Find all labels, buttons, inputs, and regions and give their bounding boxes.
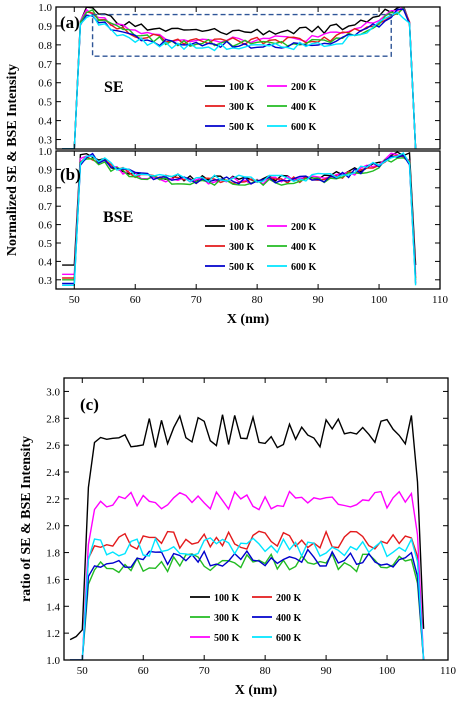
y-tick-label: 0.3 [38, 275, 52, 287]
series-line-100-k [69, 414, 425, 641]
y-tick-label: 0.8 [38, 40, 52, 52]
legend-entry: 500 K [214, 633, 240, 644]
legend-entry: 600 K [291, 122, 317, 133]
legend-entry: 400 K [276, 613, 302, 624]
y-tick-label: 2.2 [46, 494, 60, 506]
x-tick-label: 50 [77, 665, 89, 677]
legend-entry: 600 K [276, 633, 302, 644]
x-tick-label: 100 [371, 294, 388, 306]
legend-entry: 100 K [229, 222, 255, 233]
x-tick-label: 100 [379, 665, 396, 677]
series-line-500-k [62, 8, 417, 149]
y-tick-label: 1.6 [46, 574, 60, 586]
series-line-600-k [62, 152, 417, 286]
y-tick-label: 1.0 [46, 655, 60, 667]
legend-entry: 600 K [291, 262, 317, 273]
panel-label: (b) [60, 165, 81, 184]
y-tick-label: 2.8 [46, 413, 60, 425]
series-line-400-k [70, 548, 425, 660]
legend-entry: 500 K [229, 122, 255, 133]
y-tick-label: 0.5 [38, 97, 52, 109]
x-tick-label: 60 [138, 665, 150, 677]
series-line-200-k [62, 7, 417, 149]
legend-entry: 100 K [214, 593, 240, 604]
y-tick-label: 1.2 [46, 628, 60, 640]
x-axis-label: X (nm) [235, 683, 278, 698]
y-tick-label: 0.8 [38, 183, 52, 195]
x-tick-label: 70 [199, 665, 211, 677]
x-tick-label: 50 [69, 294, 81, 306]
panel-b-chart: 0.3 0.4 0.5 0.6 0.7 0.8 0.9 1.0 50 60 70 80 90 100 110… [38, 146, 448, 327]
y-tick-label: 2.0 [46, 521, 60, 533]
x-tick-label: 70 [191, 294, 203, 306]
legend-entry: 200 K [291, 222, 317, 233]
y-tick-label: 0.5 [38, 238, 52, 250]
panel-c-chart: 1.0 1.2 1.4 1.6 1.8 2.0 2.2 2.4 2.6 2.8 3.0 50 60 70 8… [19, 377, 457, 698]
y-axis-label: ratio of SE & BSE Intensity [19, 436, 34, 602]
series-line-200-k [70, 529, 425, 660]
plot-frame [63, 377, 449, 661]
y-tick-label: 2.4 [46, 467, 60, 479]
plot-frame [55, 6, 441, 150]
y-tick-label: 0.9 [38, 21, 52, 33]
x-tick-label: 110 [440, 665, 457, 677]
y-tick-label: 0.7 [38, 59, 52, 71]
plot-frame [55, 150, 441, 290]
legend-entry: 400 K [291, 242, 317, 253]
y-tick-label: 0.6 [38, 220, 52, 232]
legend-entry: 100 K [229, 82, 255, 93]
legend-entry: 300 K [229, 102, 255, 113]
legend-entry: 300 K [214, 613, 240, 624]
mode-annotation: BSE [103, 209, 133, 226]
shared-y-axis-label: Normalized SE & BSE Intensity [5, 64, 20, 256]
legend-entry: 200 K [291, 82, 317, 93]
legend-entry: 200 K [276, 593, 302, 604]
x-axis-label: X (nm) [227, 312, 270, 327]
y-tick-label: 0.9 [38, 164, 52, 176]
x-tick-label: 60 [130, 294, 142, 306]
series-line-600-k [70, 536, 425, 660]
panel-label: (c) [80, 395, 99, 414]
series-group [62, 151, 417, 286]
y-tick-label: 0.3 [38, 135, 52, 147]
x-tick-label: 80 [260, 665, 272, 677]
legend-entry: 500 K [229, 262, 255, 273]
y-tick-label: 1.0 [38, 2, 52, 14]
y-tick-label: 0.6 [38, 78, 52, 90]
panel-a-chart: 0.3 0.4 0.5 0.6 0.7 0.8 0.9 1.0 (a) SE 100 K 200 K 3… [38, 2, 441, 150]
x-tick-label: 110 [432, 294, 449, 306]
y-tick-label: 1.4 [46, 601, 60, 613]
y-tick-label: 0.4 [38, 116, 52, 128]
highlight-box [91, 13, 392, 57]
y-tick-label: 3.0 [46, 386, 60, 398]
legend-entry: 400 K [291, 102, 317, 113]
x-tick-label: 90 [321, 665, 333, 677]
x-tick-label: 90 [313, 294, 325, 306]
y-tick-label: 1.8 [46, 548, 60, 560]
y-tick-label: 0.4 [38, 256, 52, 268]
y-tick-label: 1.0 [38, 146, 52, 158]
series-group [69, 414, 425, 660]
series-line-300-k [70, 552, 425, 660]
x-tick-label: 80 [252, 294, 264, 306]
series-line-600-k [62, 11, 417, 149]
series-line-500-k [70, 490, 425, 660]
y-tick-label: 2.6 [46, 440, 60, 452]
y-tick-label: 0.7 [38, 201, 52, 213]
series-group [62, 7, 417, 149]
mode-annotation: SE [104, 79, 124, 96]
legend-entry: 300 K [229, 242, 255, 253]
panel-label: (a) [60, 13, 80, 32]
